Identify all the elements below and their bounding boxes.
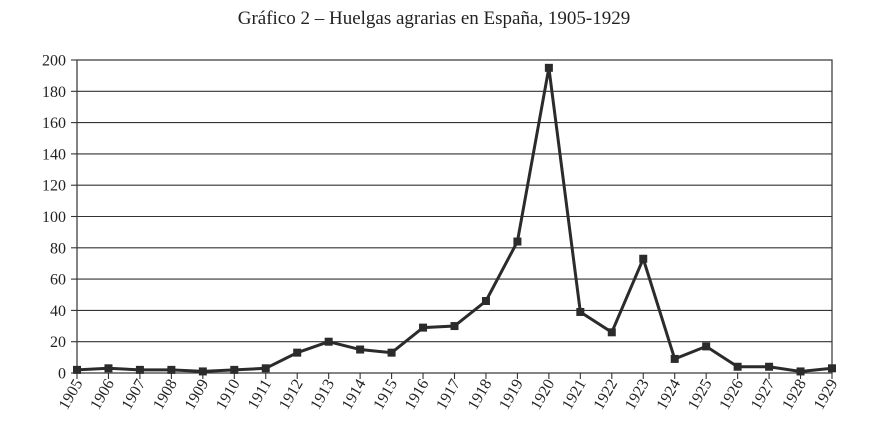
y-axis: 0 20 40 60 80 100 120 140 160 180 200 xyxy=(42,53,77,383)
data-point-1927 xyxy=(765,362,774,371)
y-tick-label: 140 xyxy=(42,146,66,163)
data-point-1916 xyxy=(419,323,428,332)
x-tick-label: 1929 xyxy=(811,377,842,413)
x-axis: 1905 1906 1907 1908 1909 1910 1911 1912 1913 1914… xyxy=(56,373,842,413)
x-tick-label: 1923 xyxy=(622,377,653,413)
x-tick-label: 1919 xyxy=(496,377,527,413)
x-tick-label: 1909 xyxy=(182,377,213,413)
series-markers xyxy=(73,63,836,376)
data-point-1928 xyxy=(796,367,805,376)
y-tick-label: 180 xyxy=(42,84,66,101)
x-tick-label: 1916 xyxy=(402,377,433,413)
data-point-1929 xyxy=(828,364,836,373)
x-tick-label: 1921 xyxy=(559,377,590,413)
x-tick-label: 1928 xyxy=(779,377,810,413)
y-tick-label: 20 xyxy=(50,334,66,351)
x-tick-label: 1910 xyxy=(213,377,244,413)
x-tick-label: 1911 xyxy=(245,377,275,413)
x-tick-label: 1908 xyxy=(150,377,181,413)
data-point-1921 xyxy=(576,307,585,316)
data-point-1920 xyxy=(544,63,553,72)
x-tick-label: 1924 xyxy=(653,377,684,413)
x-tick-label: 1922 xyxy=(591,377,622,413)
x-tick-label: 1925 xyxy=(685,377,716,413)
data-point-1917 xyxy=(450,322,459,331)
y-tick-label: 60 xyxy=(50,272,66,289)
chart-title: Gráfico 2 – Huelgas agrarias en España, … xyxy=(238,8,631,29)
data-point-1909 xyxy=(198,367,207,376)
data-point-1913 xyxy=(324,337,333,346)
x-tick-label: 1913 xyxy=(307,377,338,413)
x-tick-label: 1920 xyxy=(528,377,559,413)
x-tick-label: 1927 xyxy=(748,377,779,413)
data-point-1925 xyxy=(702,342,711,351)
data-point-1926 xyxy=(733,362,742,371)
data-point-1905 xyxy=(73,365,81,374)
y-tick-label: 40 xyxy=(50,303,66,320)
x-tick-label: 1907 xyxy=(119,377,150,413)
data-point-1906 xyxy=(104,364,113,373)
x-tick-label: 1918 xyxy=(465,377,496,413)
y-tick-label: 120 xyxy=(42,178,66,195)
data-point-1911 xyxy=(261,364,270,373)
data-point-1919 xyxy=(513,237,522,246)
data-point-1923 xyxy=(639,254,648,263)
x-tick-label: 1915 xyxy=(370,377,401,413)
data-point-1910 xyxy=(230,365,239,374)
y-tick-label: 0 xyxy=(58,366,66,383)
data-point-1918 xyxy=(481,297,490,306)
x-tick-label: 1912 xyxy=(276,377,307,413)
data-point-1922 xyxy=(607,328,616,337)
x-tick-label: 1926 xyxy=(716,377,747,413)
data-point-1914 xyxy=(356,345,365,354)
data-point-1915 xyxy=(387,348,396,357)
data-point-1908 xyxy=(167,365,176,374)
x-tick-label: 1906 xyxy=(87,377,118,413)
y-tick-label: 100 xyxy=(42,209,66,226)
x-tick-label: 1914 xyxy=(339,377,370,413)
data-point-1907 xyxy=(135,365,144,374)
x-tick-label: 1917 xyxy=(433,377,464,413)
data-point-1912 xyxy=(293,348,302,357)
y-tick-label: 200 xyxy=(42,53,66,70)
data-point-1924 xyxy=(670,354,679,363)
y-tick-label: 160 xyxy=(42,115,66,132)
y-tick-label: 80 xyxy=(50,240,66,257)
